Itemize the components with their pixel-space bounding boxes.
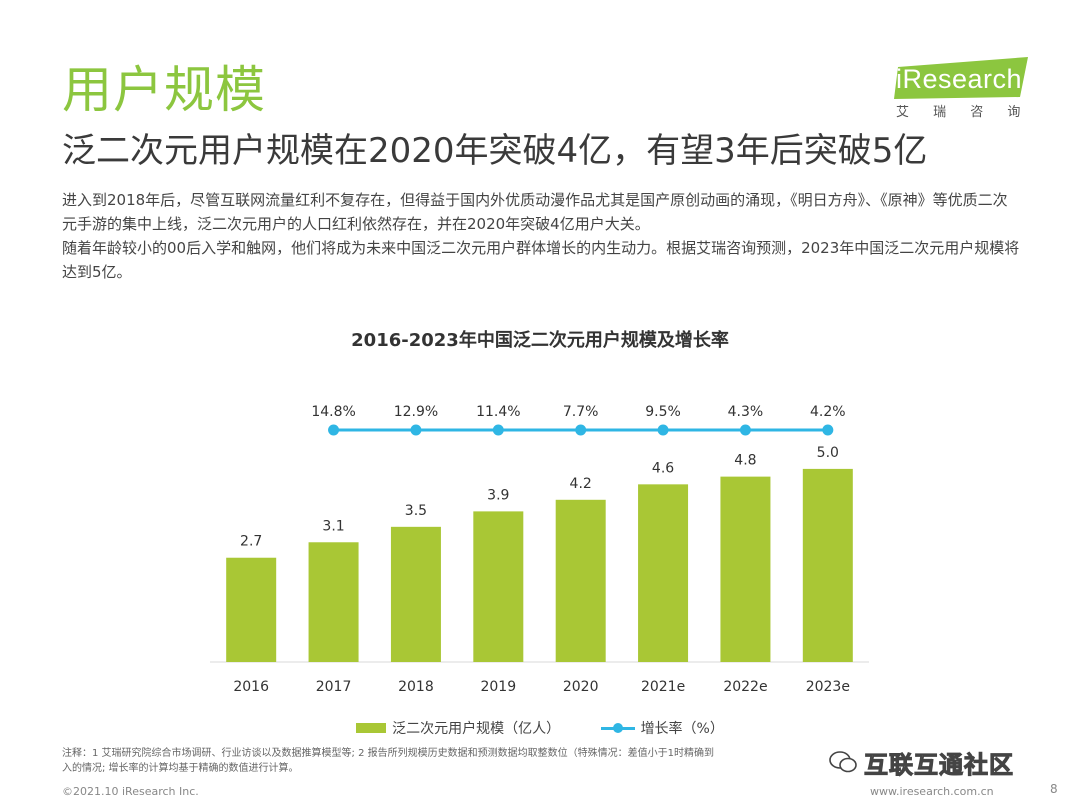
page-headline: 泛二次元用户规模在2020年突破4亿，有望3年后突破5亿 (62, 131, 928, 171)
bar-label-2017: 3.1 (322, 518, 344, 534)
legend-bar-swatch (356, 723, 387, 733)
chart-legend: 泛二次元用户规模（亿人） 增长率（%） (0, 718, 1080, 738)
legend-line-label: 增长率（%） (640, 721, 724, 737)
growth-point-2018 (410, 424, 422, 436)
growth-label-2021e: 9.5% (645, 404, 681, 420)
growth-point-2019 (492, 424, 504, 436)
footer-website[interactable]: www.iresearch.com.cn (870, 785, 994, 798)
bar-2017 (308, 542, 359, 662)
bar-label-2016: 2.7 (240, 534, 262, 550)
growth-label-2020: 7.7% (563, 404, 599, 420)
bar-label-2021e: 4.6 (652, 460, 674, 476)
growth-label-2017: 14.8% (311, 404, 355, 420)
footer-copyright: ©2021.10 iResearch Inc. (62, 785, 199, 798)
bar-2021e (638, 484, 689, 662)
wechat-icon (829, 751, 857, 773)
x-tick-2016: 2016 (233, 679, 269, 695)
legend-item-bar: 泛二次元用户规模（亿人） (356, 718, 560, 738)
legend-line-swatch (600, 723, 635, 733)
growth-point-2021e (657, 424, 669, 436)
growth-label-2022e: 4.3% (728, 404, 764, 420)
chart-notes: 注释：1 艾瑞研究院综合市场调研、行业访谈以及数据推算模型等; 2 报告所列规模… (62, 746, 822, 776)
x-tick-2019: 2019 (480, 679, 516, 695)
legend-item-line: 增长率（%） (600, 718, 724, 738)
bar-label-2023e: 5.0 (817, 445, 839, 461)
bar-label-2018: 3.5 (405, 503, 427, 519)
logo-subtext: 艾 瑞 咨 询 (896, 105, 1031, 120)
x-tick-2017: 2017 (316, 679, 352, 695)
x-tick-2018: 2018 (398, 679, 434, 695)
note-line-1: 注释：1 艾瑞研究院综合市场调研、行业访谈以及数据推算模型等; 2 报告所列规模… (62, 748, 714, 759)
growth-point-2017 (328, 424, 340, 436)
bar-label-2020: 4.2 (570, 476, 592, 492)
bar-2023e (802, 468, 853, 662)
bar-2019 (473, 511, 524, 662)
chart-title: 2016-2023年中国泛二次元用户规模及增长率 (351, 330, 729, 351)
growth-point-2023e (822, 424, 834, 436)
page-number: 8 (1050, 782, 1058, 796)
intro-text: 进入到2018年后，尽管互联网流量红利不复存在，但得益于国内外优质动漫作品尤其是… (62, 188, 1022, 284)
intro-paragraph-2: 随着年龄较小的00后入学和触网，他们将成为未来中国泛二次元用户群体增长的内生动力… (62, 239, 1020, 281)
section-title: 用户规模 (62, 61, 266, 119)
logo-text: iResearch (896, 64, 1023, 94)
bar-label-2019: 3.9 (487, 487, 509, 503)
bar-2018 (390, 526, 441, 662)
legend-bar-label: 泛二次元用户规模（亿人） (392, 721, 561, 737)
bar-2022e (720, 476, 771, 662)
growth-label-2019: 11.4% (476, 404, 520, 420)
growth-point-2022e (739, 424, 751, 436)
watermark-text: 互联互通社区 (864, 750, 1014, 779)
x-tick-2022e: 2022e (723, 679, 767, 695)
x-tick-2020: 2020 (563, 679, 599, 695)
bar-2020 (555, 499, 606, 662)
growth-point-2020 (575, 424, 587, 436)
intro-paragraph-1: 进入到2018年后，尽管互联网流量红利不复存在，但得益于国内外优质动漫作品尤其是… (62, 191, 1008, 233)
bar-label-2022e: 4.8 (734, 453, 756, 469)
x-tick-2023e: 2023e (806, 679, 850, 695)
x-tick-2021e: 2021e (641, 679, 685, 695)
iresearch-logo: iResearch 艾 瑞 咨 询 (868, 55, 1038, 127)
growth-label-2018: 12.9% (394, 404, 438, 420)
bar-2016 (226, 557, 277, 662)
user-scale-chart: 2.7 2016 3.1 2017 3.5 2018 3.9 2019 4.2 2020 4.6 20… (210, 404, 869, 695)
watermark: 互联互通社区 (828, 748, 1014, 779)
note-line-2: 入的情况; 增长率的计算均基于精确的数值进行计算。 (62, 763, 299, 774)
growth-label-2023e: 4.2% (810, 404, 846, 420)
logo-badge-icon (894, 57, 1028, 99)
